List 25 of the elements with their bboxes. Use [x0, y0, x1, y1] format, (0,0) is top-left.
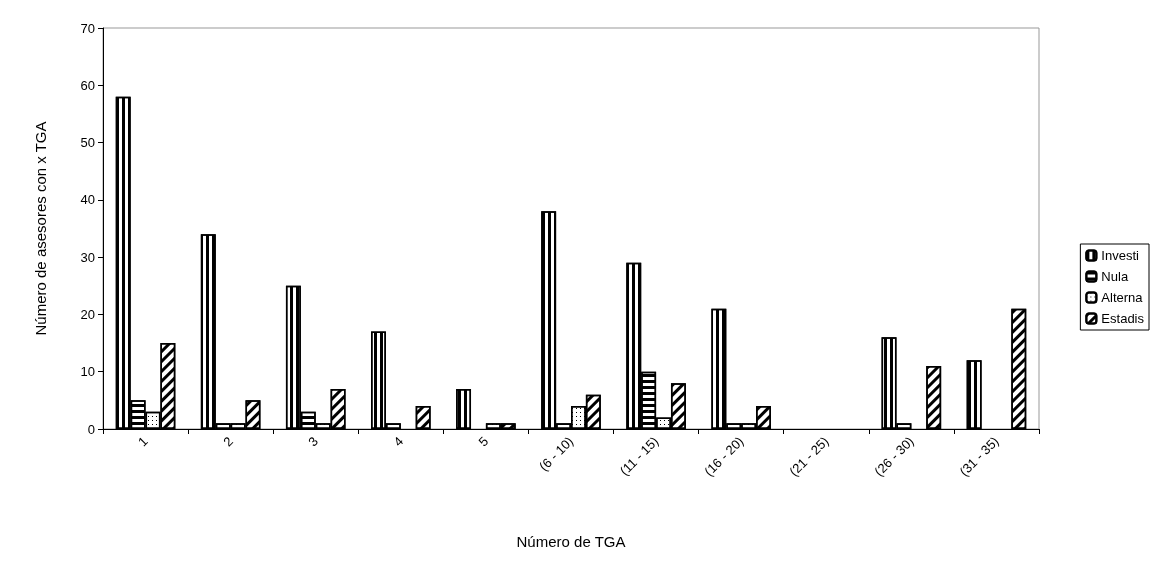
- x-axis-title: Número de TGA: [516, 533, 626, 550]
- y-tick-label: 50: [80, 135, 95, 151]
- y-tick-label: 30: [80, 249, 95, 265]
- x-tick-label: 2: [220, 433, 236, 450]
- x-tick-label: (26 - 30): [871, 433, 917, 480]
- x-tick-label: (31 - 35): [956, 433, 1002, 480]
- x-tick-label: 3: [305, 433, 322, 450]
- y-tick-label: 70: [80, 20, 95, 36]
- x-tick-label: 5: [475, 433, 492, 450]
- legend-label: Investi: [1101, 248, 1140, 263]
- y-tick-label: 10: [80, 364, 95, 380]
- x-tick-label: (16 - 20): [701, 433, 747, 480]
- y-tick-label: 40: [80, 192, 95, 208]
- x-tick-label: 1: [135, 433, 151, 450]
- y-tick-label: 20: [80, 306, 95, 322]
- y-tick-label: 60: [80, 77, 95, 93]
- x-tick-label: (21 - 25): [786, 433, 832, 480]
- legend-label: Nula: [1101, 269, 1129, 284]
- legend-label: Alterna: [1101, 290, 1144, 305]
- y-axis-title: Número de asesores con x TGA: [32, 121, 49, 336]
- x-tick-label: 4: [390, 433, 407, 450]
- y-tick-label: 0: [87, 421, 95, 437]
- legend-label: Estadis: [1101, 311, 1145, 326]
- x-tick-label: (6 - 10): [536, 433, 577, 474]
- x-tick-label: (11 - 15): [616, 433, 662, 479]
